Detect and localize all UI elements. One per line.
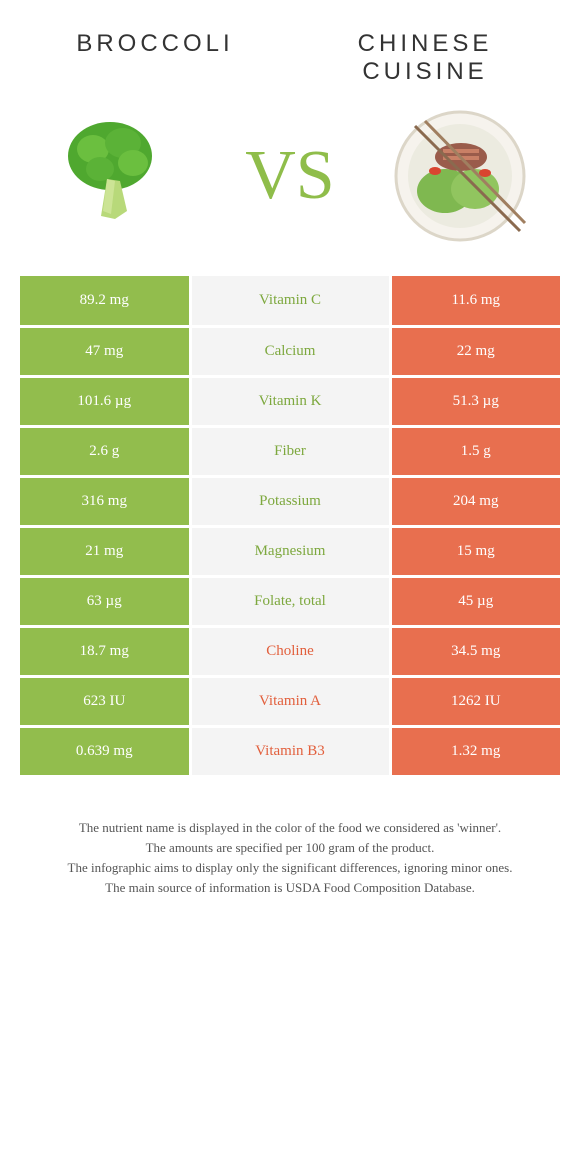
nutrient-row: 63 µgFolate, total45 µg xyxy=(20,576,560,626)
chinese-bowl-image xyxy=(385,101,535,251)
nutrient-label-cell: Magnesium xyxy=(190,526,390,576)
right-value-cell: 45 µg xyxy=(390,576,560,626)
header-right: Chinese cuisine xyxy=(290,30,560,86)
nutrient-row: 89.2 mgVitamin C11.6 mg xyxy=(20,276,560,326)
nutrient-row: 316 mgPotassium204 mg xyxy=(20,476,560,526)
right-value-cell: 1.5 g xyxy=(390,426,560,476)
nutrient-label-cell: Fiber xyxy=(190,426,390,476)
right-value-cell: 15 mg xyxy=(390,526,560,576)
left-value-cell: 0.639 mg xyxy=(20,726,190,776)
hero-row: VS xyxy=(0,86,580,276)
nutrient-row: 623 IUVitamin A1262 IU xyxy=(20,676,560,726)
header-left: Broccoli xyxy=(20,30,290,86)
right-value-cell: 51.3 µg xyxy=(390,376,560,426)
nutrient-label-cell: Vitamin A xyxy=(190,676,390,726)
nutrient-label-cell: Choline xyxy=(190,626,390,676)
nutrient-label-cell: Vitamin K xyxy=(190,376,390,426)
right-value-cell: 22 mg xyxy=(390,326,560,376)
footnote-line: The infographic aims to display only the… xyxy=(35,858,545,878)
nutrient-row: 0.639 mgVitamin B31.32 mg xyxy=(20,726,560,776)
left-value-cell: 2.6 g xyxy=(20,426,190,476)
left-value-cell: 101.6 µg xyxy=(20,376,190,426)
header: Broccoli Chinese cuisine xyxy=(0,0,580,86)
right-value-cell: 34.5 mg xyxy=(390,626,560,676)
nutrient-label-cell: Vitamin C xyxy=(190,276,390,326)
nutrient-row: 21 mgMagnesium15 mg xyxy=(20,526,560,576)
left-value-cell: 63 µg xyxy=(20,576,190,626)
nutrient-row: 101.6 µgVitamin K51.3 µg xyxy=(20,376,560,426)
nutrient-label-cell: Folate, total xyxy=(190,576,390,626)
nutrient-row: 47 mgCalcium22 mg xyxy=(20,326,560,376)
left-value-cell: 21 mg xyxy=(20,526,190,576)
right-value-cell: 1.32 mg xyxy=(390,726,560,776)
right-value-cell: 11.6 mg xyxy=(390,276,560,326)
left-food-title: Broccoli xyxy=(20,30,290,58)
left-value-cell: 89.2 mg xyxy=(20,276,190,326)
left-value-cell: 316 mg xyxy=(20,476,190,526)
left-value-cell: 18.7 mg xyxy=(20,626,190,676)
nutrient-row: 2.6 gFiber1.5 g xyxy=(20,426,560,476)
nutrient-label-cell: Calcium xyxy=(190,326,390,376)
nutrient-label-cell: Potassium xyxy=(190,476,390,526)
nutrient-table: 89.2 mgVitamin C11.6 mg47 mgCalcium22 mg… xyxy=(20,276,560,778)
right-value-cell: 204 mg xyxy=(390,476,560,526)
nutrient-label-cell: Vitamin B3 xyxy=(190,726,390,776)
vs-label: VS xyxy=(245,136,334,216)
nutrient-row: 18.7 mgCholine34.5 mg xyxy=(20,626,560,676)
footnote-line: The amounts are specified per 100 gram o… xyxy=(35,838,545,858)
footnotes: The nutrient name is displayed in the co… xyxy=(0,778,580,899)
right-food-title: Chinese cuisine xyxy=(290,30,560,86)
footnote-line: The main source of information is USDA F… xyxy=(35,878,545,898)
left-value-cell: 47 mg xyxy=(20,326,190,376)
broccoli-image xyxy=(45,101,195,251)
right-value-cell: 1262 IU xyxy=(390,676,560,726)
left-value-cell: 623 IU xyxy=(20,676,190,726)
footnote-line: The nutrient name is displayed in the co… xyxy=(35,818,545,838)
